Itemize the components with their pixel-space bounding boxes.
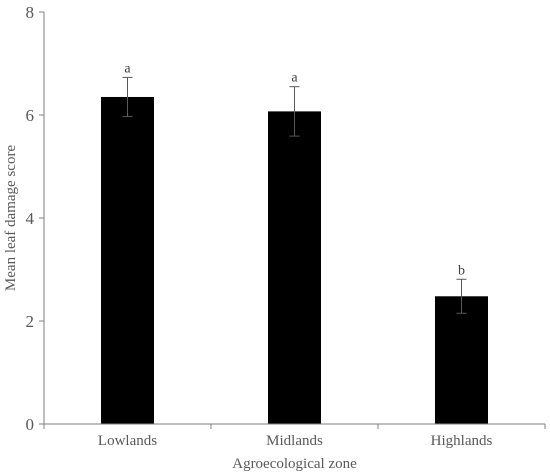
bars	[101, 96, 488, 425]
bar-lowlands	[101, 96, 154, 424]
category-label: Highlands	[431, 433, 493, 449]
significance-letter: a	[291, 71, 298, 86]
significance-letter: a	[124, 61, 131, 76]
significance-letter: b	[458, 263, 465, 278]
y-axis-ticks: 0 2 4 6 8	[26, 3, 546, 434]
bar-midlands	[268, 111, 321, 425]
category-labels: Lowlands Midlands Highlands	[98, 433, 493, 449]
bar-highlands	[435, 296, 488, 424]
y-tick-label: 4	[26, 209, 35, 228]
y-tick-label: 8	[26, 3, 35, 22]
y-tick-label: 6	[26, 106, 35, 125]
category-label: Lowlands	[98, 433, 157, 449]
y-axis-title: Mean leaf damage score	[3, 145, 19, 292]
y-tick-label: 0	[26, 415, 35, 434]
x-axis-title: Agroecological zone	[232, 456, 357, 472]
category-label: Midlands	[266, 433, 323, 449]
y-tick-label: 2	[26, 312, 35, 331]
significance-letters: a a b	[124, 61, 465, 278]
error-bars	[122, 76, 467, 314]
